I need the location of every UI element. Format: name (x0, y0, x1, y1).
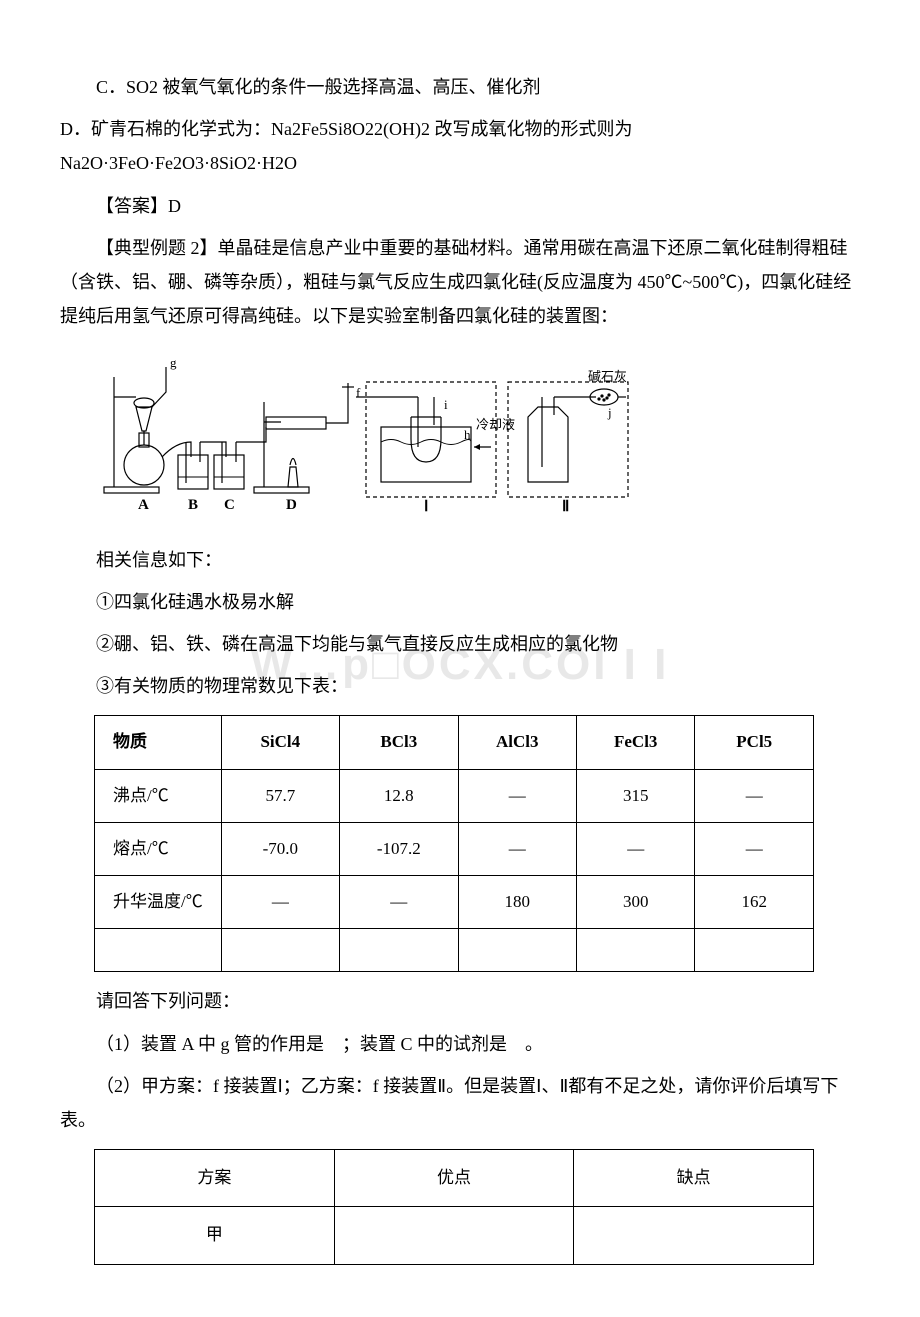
cell: — (458, 822, 576, 875)
cell: — (340, 876, 458, 929)
eval-pros-cell (334, 1207, 574, 1264)
cell: — (458, 769, 576, 822)
row-label: 沸点/℃ (95, 769, 222, 822)
info-1: ①四氯化硅遇水极易水解 (60, 585, 860, 619)
eval-scheme-cell: 甲 (95, 1207, 335, 1264)
answer-line: 【答案】D (60, 189, 860, 223)
table-header-row: 物质 SiCl4 BCl3 AlCl3 FeCl3 PCl5 (95, 716, 814, 769)
cell: 12.8 (340, 769, 458, 822)
label-f: f (356, 385, 361, 400)
option-c: C．SO2 被氧气氧化的条件一般选择高温、高压、催化剂 (60, 70, 860, 104)
table-empty-row (95, 929, 814, 972)
option-d: D．矿青石棉的化学式为：Na2Fe5Si8O22(OH)2 改写成氧化物的形式则… (60, 112, 860, 180)
th-bcl3: BCl3 (340, 716, 458, 769)
cell: 315 (576, 769, 694, 822)
cell: -107.2 (340, 822, 458, 875)
label-C: C (224, 497, 235, 513)
cell: 162 (695, 876, 814, 929)
label-II: Ⅱ (562, 499, 569, 515)
label-j: j (607, 405, 612, 420)
table-row: 熔点/℃ -70.0 -107.2 — — — (95, 822, 814, 875)
row-label: 熔点/℃ (95, 822, 222, 875)
sub-question-2: （2）甲方案：f 接装置Ⅰ；乙方案：f 接装置Ⅱ。但是装置Ⅰ、Ⅱ都有不足之处，请… (60, 1069, 860, 1137)
constants-table: 物质 SiCl4 BCl3 AlCl3 FeCl3 PCl5 沸点/℃ 57.7… (94, 715, 814, 972)
label-cool: 冷却液 (476, 417, 515, 432)
info-3: ③有关物质的物理常数见下表： (60, 669, 860, 703)
th-fecl3: FeCl3 (576, 716, 694, 769)
eval-th-cons: 缺点 (574, 1150, 814, 1207)
evaluation-table: 方案 优点 缺点 甲 (94, 1149, 814, 1265)
label-i: i (444, 397, 448, 412)
cell: — (576, 822, 694, 875)
th-pcl5: PCl5 (695, 716, 814, 769)
apparatus-diagram: g f i h 冷却液 (96, 347, 636, 528)
th-substance: 物质 (95, 716, 222, 769)
label-A: A (138, 497, 149, 513)
label-lime: 碱石灰 (588, 369, 627, 384)
cell: — (221, 876, 339, 929)
cell: — (695, 822, 814, 875)
info-head: 相关信息如下： (60, 543, 860, 577)
cell: 57.7 (221, 769, 339, 822)
eval-cons-cell (574, 1207, 814, 1264)
table-row: 升华温度/℃ — — 180 300 162 (95, 876, 814, 929)
th-alcl3: AlCl3 (458, 716, 576, 769)
row-label: 升华温度/℃ (95, 876, 222, 929)
label-D: D (286, 497, 297, 513)
th-sicl4: SiCl4 (221, 716, 339, 769)
cell: 180 (458, 876, 576, 929)
cell: 300 (576, 876, 694, 929)
cell: -70.0 (221, 822, 339, 875)
info-2: ②硼、铝、铁、磷在高温下均能与氯气直接反应生成相应的氯化物 (60, 627, 860, 661)
eval-header-row: 方案 优点 缺点 (95, 1150, 814, 1207)
question-2-stem: 【典型例题 2】单晶硅是信息产业中重要的基础材料。通常用碳在高温下还原二氧化硅制… (60, 231, 860, 334)
label-B: B (188, 497, 198, 513)
label-I: Ⅰ (424, 499, 428, 515)
sub-question-1: （1）装置 A 中 g 管的作用是 ；装置 C 中的试剂是 。 (60, 1027, 860, 1061)
after-table: 请回答下列问题： (60, 984, 860, 1018)
eval-th-scheme: 方案 (95, 1150, 335, 1207)
eval-row: 甲 (95, 1207, 814, 1264)
cell: — (695, 769, 814, 822)
eval-th-pros: 优点 (334, 1150, 574, 1207)
label-g: g (170, 355, 177, 370)
table-row: 沸点/℃ 57.7 12.8 — 315 — (95, 769, 814, 822)
